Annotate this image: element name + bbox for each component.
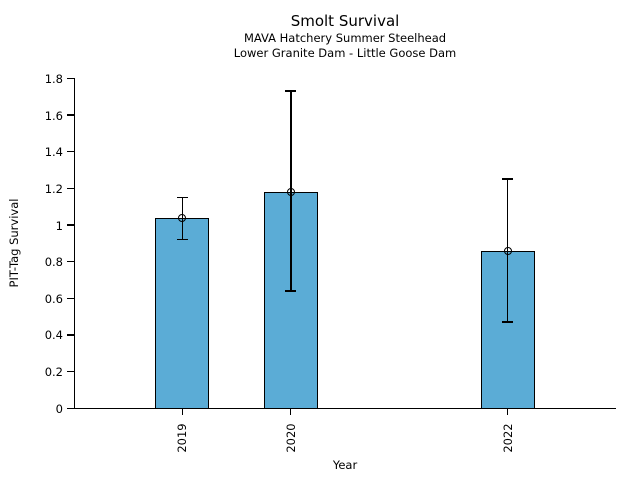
y-tick [67, 77, 74, 79]
y-tick [67, 151, 74, 153]
error-cap-top [285, 90, 297, 92]
y-tick [67, 407, 74, 409]
chart-subtitle-line2: Lower Granite Dam - Little Goose Dam [233, 46, 457, 60]
y-tick [67, 114, 74, 116]
x-tick [181, 409, 183, 416]
chart-subtitle-line1: MAVA Hatchery Summer Steelhead [243, 31, 447, 45]
y-axis-line [74, 78, 76, 409]
y-tick [67, 371, 74, 373]
point-marker [286, 188, 295, 196]
x-axis-line [74, 408, 616, 410]
point-marker [503, 246, 512, 255]
error-cap-top [502, 178, 514, 180]
chart-title: Smolt Survival [290, 12, 400, 30]
point-marker [178, 213, 187, 222]
x-tick [290, 409, 292, 416]
error-cap-bottom [502, 321, 514, 323]
y-tick [67, 297, 74, 299]
y-tick-label: 0.6 [44, 291, 63, 306]
y-tick [67, 187, 74, 189]
bar [155, 217, 210, 410]
y-tick-label: 1.4 [44, 145, 63, 160]
y-tick [67, 224, 74, 226]
y-tick-label: 0.8 [44, 255, 63, 270]
y-tick [67, 261, 74, 263]
x-axis-label: Year [332, 458, 358, 472]
y-tick-label: 1.2 [44, 181, 63, 196]
y-tick [67, 334, 74, 336]
x-tick-label: 2019 [175, 423, 190, 453]
error-cap-bottom [176, 238, 188, 241]
y-tick-label: 0 [55, 401, 63, 416]
y-tick-label: 0.2 [44, 365, 63, 380]
y-tick-label: 1.6 [44, 108, 63, 123]
y-tick-label: 1.8 [44, 71, 63, 86]
x-tick-label: 2020 [283, 423, 298, 453]
x-tick [507, 409, 509, 416]
error-cap-top [176, 196, 188, 199]
x-tick-label: 2022 [500, 423, 515, 453]
error-cap-bottom [285, 290, 297, 292]
y-tick-label: 0.4 [44, 328, 63, 343]
y-tick-label: 1 [55, 218, 63, 233]
